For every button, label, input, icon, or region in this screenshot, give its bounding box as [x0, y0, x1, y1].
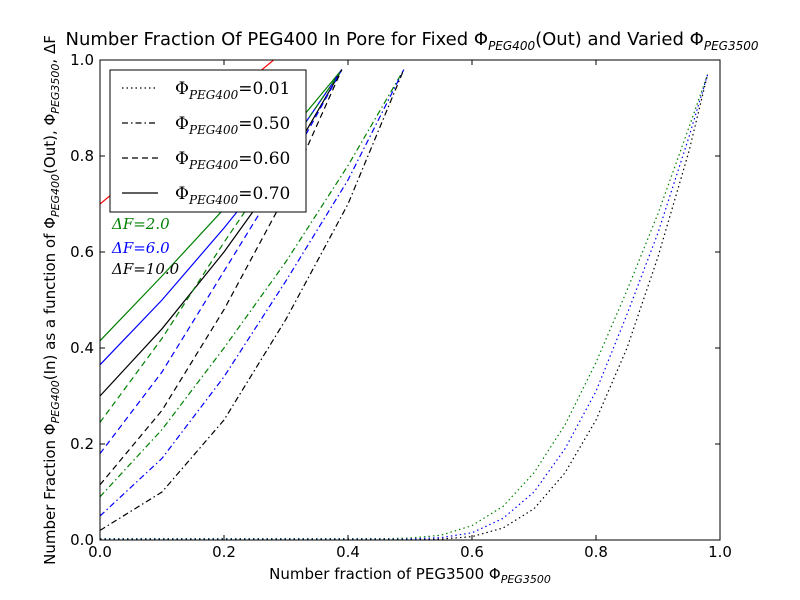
x-tick-label: 1.0: [708, 543, 732, 561]
series-line-7: [100, 69, 405, 498]
annotation-1: ΔF=6.0: [111, 239, 170, 257]
x-tick-label: 0.4: [336, 543, 360, 561]
chart-title-main: Number Fraction Of PEG400 In Pore for Fi…: [66, 29, 489, 50]
x-tick-label: 0.0: [88, 543, 112, 561]
series-line-10: [100, 74, 709, 540]
y-axis-label-p2: (In) as a function of Φ: [41, 217, 59, 380]
legend-label-2: ΦPEG400=0.60: [175, 149, 290, 172]
y-tick-label: 0.8: [70, 147, 94, 165]
y-tick-label: 0.4: [70, 339, 94, 357]
y-tick-label: 0.0: [70, 531, 94, 549]
legend: ΦPEG400=0.01 ΦPEG400=0.50 ΦPEG400=0.60 ΦPEG…: [109, 69, 307, 213]
series-line-5: [100, 69, 343, 454]
chart-title-sub2: PEG3500: [704, 39, 759, 53]
plot-frame: [99, 59, 721, 541]
y-axis-label-s3: PEG3500: [49, 64, 62, 114]
x-axis-label-main: Number fraction of PEG3500 Φ: [269, 565, 501, 583]
legend-label-0: ΦPEG400=0.01: [175, 79, 290, 102]
y-tick-label: 0.6: [70, 243, 94, 261]
tick-layer: 0.0 0.2 0.4 0.6 0.8 1.0 0.0 0.2 0.4 0.6 0.8 1.0: [70, 51, 732, 561]
annotation-0: ΔF=2.0: [111, 215, 170, 233]
x-tick-label: 0.2: [212, 543, 236, 561]
series-line-8: [100, 69, 405, 517]
y-axis-label-s1: PEG400: [49, 380, 62, 423]
x-tick-label: 0.6: [460, 543, 484, 561]
legend-label-3: ΦPEG400=0.70: [175, 184, 290, 207]
legend-label-1: ΦPEG400=0.50: [175, 114, 290, 137]
y-axis-label: Number Fraction ΦPEG400(In) as a functio…: [41, 35, 62, 565]
y-axis-label-p4: , ΔF: [41, 35, 59, 63]
x-tick-label: 0.8: [584, 543, 608, 561]
chart-title-sub1: PEG400: [488, 39, 535, 53]
y-tick-label: 1.0: [70, 51, 94, 69]
y-axis-label-s2: PEG400: [49, 174, 62, 217]
legend-box: [109, 69, 307, 213]
x-axis-label: Number fraction of PEG3500 ΦPEG3500: [269, 565, 551, 586]
series-line-11: [100, 74, 709, 540]
series-line-9: [100, 69, 405, 531]
y-tick-label: 0.2: [70, 435, 94, 453]
y-axis-label-p3: (Out), Φ: [41, 114, 59, 174]
y-axis-label-p1: Number Fraction Φ: [41, 423, 59, 564]
chart-title: Number Fraction Of PEG400 In Pore for Fi…: [66, 29, 759, 53]
annotation-2: ΔF=10.0: [111, 260, 180, 278]
x-axis-label-sub: PEG3500: [501, 573, 551, 586]
chart-title-mid: (Out) and Varied Φ: [535, 29, 704, 50]
annotations: ΔF=2.0 ΔF=6.0 ΔF=10.0: [111, 215, 180, 278]
